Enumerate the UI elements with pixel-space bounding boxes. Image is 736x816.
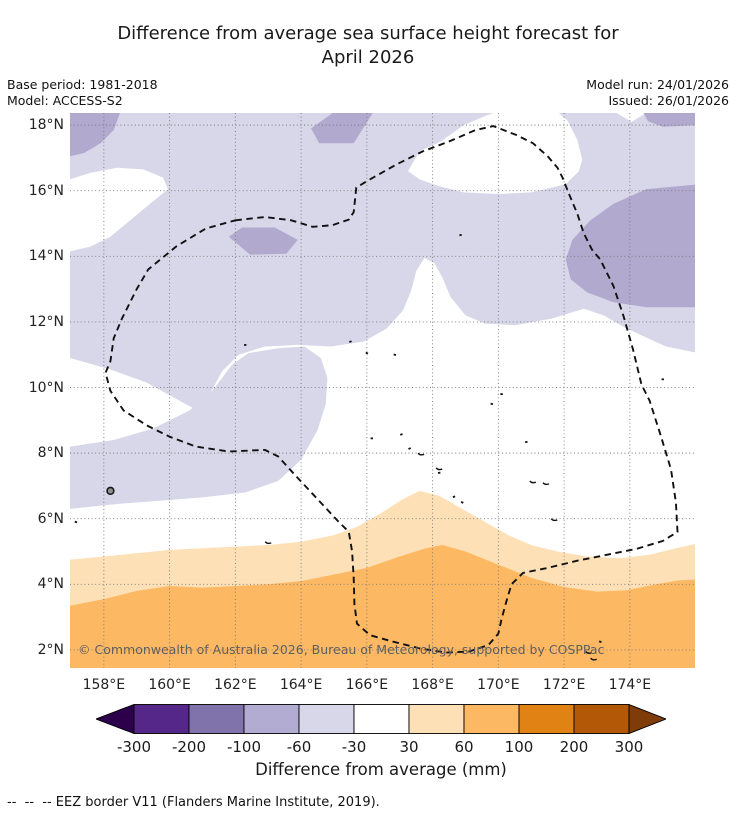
issued-label: Issued: 26/01/2026	[608, 93, 730, 108]
island-mark	[264, 541, 272, 545]
x-tick-label: 174°E	[608, 677, 652, 693]
colorbar-tick-label: -30	[341, 738, 367, 756]
contour-region-anomaly-neg60-topright	[643, 113, 695, 127]
contour-region-near-average-top-notch	[616, 113, 647, 122]
figure-title-line1: Difference from average sea surface heig…	[117, 23, 619, 44]
colorbar-caption: Difference from average (mm)	[255, 760, 507, 779]
sea-surface-height-map: © Commonwealth of Australia 2026, Bureau…	[70, 113, 695, 668]
island-mark	[529, 480, 537, 484]
forecast-map: © Commonwealth of Australia 2026, Bureau…	[70, 113, 695, 668]
island-mark	[459, 233, 462, 237]
y-tick-label: 16°N	[28, 182, 64, 199]
contour-region-near-average-crescent	[70, 167, 168, 252]
island-mark	[598, 640, 602, 643]
colorbar-cell	[573, 704, 630, 734]
island-mark	[460, 500, 464, 504]
x-tick-label: 170°E	[477, 677, 520, 693]
colorbar-cell	[243, 704, 300, 734]
y-tick-label: 4°N	[37, 576, 64, 593]
figure-title-line2: April 2026	[321, 47, 415, 68]
y-tick-label: 12°N	[28, 313, 64, 330]
x-tick-label: 164°E	[279, 677, 323, 693]
island-mark	[399, 433, 403, 436]
colorbar-tick-label: 200	[559, 738, 589, 756]
island-mark	[590, 657, 597, 661]
y-tick-label: 8°N	[37, 445, 64, 462]
colorbar-cell	[188, 704, 245, 734]
island-mark	[585, 651, 592, 654]
island-mark	[500, 393, 503, 396]
figure-title: Difference from average sea surface heig…	[0, 22, 736, 70]
copyright-text: © Commonwealth of Australia 2026, Bureau…	[78, 642, 604, 657]
island-mark	[490, 402, 494, 406]
colorbar-scale	[94, 703, 668, 735]
contour-region-anomaly-neg30-southband	[70, 346, 328, 509]
y-tick-label: 10°N	[28, 379, 64, 396]
contour-region-anomaly-neg60-topcenter	[311, 113, 373, 144]
colorbar-right-arrow	[628, 703, 668, 735]
x-tick-label: 168°E	[411, 677, 454, 693]
island-mark	[408, 447, 412, 450]
island-mark	[452, 495, 456, 499]
y-tick-label: 6°N	[37, 510, 64, 527]
colorbar-tick-label: 300	[614, 738, 644, 756]
colorbar-cell	[298, 704, 355, 734]
colorbar	[94, 703, 668, 735]
eez-border-line	[104, 125, 679, 654]
island-mark	[106, 486, 115, 496]
colorbar-tick-label: -60	[286, 738, 312, 756]
island-mark	[524, 440, 528, 444]
island-mark	[437, 471, 441, 474]
model-run-label: Model run: 24/01/2026	[586, 77, 729, 92]
island-mark	[348, 340, 352, 343]
y-tick-label: 18°N	[28, 117, 64, 134]
colorbar-tick-label: 30	[399, 738, 419, 756]
colorbar-tick-label: 100	[504, 738, 534, 756]
x-tick-label: 160°E	[148, 677, 191, 693]
island-mark	[542, 482, 550, 486]
island-mark	[365, 351, 369, 355]
island-mark	[370, 437, 374, 440]
island-mark	[550, 518, 558, 522]
base-period-label: Base period: 1981-2018	[7, 77, 158, 92]
y-tick-label: 14°N	[28, 248, 64, 265]
colorbar-tick-label: -100	[226, 738, 262, 756]
colorbar-cell	[408, 704, 465, 734]
x-tick-label: 172°E	[542, 677, 586, 693]
island-mark	[243, 343, 247, 346]
colorbar-cell	[133, 704, 190, 734]
contour-region-anomaly-pos60	[70, 545, 695, 668]
island-mark	[435, 467, 443, 471]
contour-region-anomaly-neg60-east	[565, 184, 695, 308]
island-mark	[74, 520, 78, 524]
colorbar-cell	[463, 704, 520, 734]
contour-region-anomaly-neg60-mid	[228, 227, 298, 255]
x-tick-label: 162°E	[214, 677, 257, 693]
eez-legend: -- -- -- EEZ border V11 (Flanders Marine…	[7, 795, 380, 810]
island-mark	[417, 452, 425, 456]
island-mark	[393, 353, 397, 356]
model-label: Model: ACCESS-S2	[7, 93, 123, 108]
colorbar-cell	[518, 704, 575, 734]
y-tick-label: 2°N	[37, 641, 64, 658]
colorbar-cell	[353, 704, 410, 734]
colorbar-tick-label: -300	[116, 738, 152, 756]
island-mark	[661, 378, 664, 381]
x-tick-label: 166°E	[345, 677, 389, 693]
x-tick-label: 158°E	[82, 677, 126, 693]
contour-region-anomaly-neg60-topleft	[70, 113, 120, 157]
contour-region-near-average-north-blob	[408, 113, 583, 194]
colorbar-tick-label: 60	[454, 738, 474, 756]
colorbar-left-arrow	[94, 703, 135, 735]
colorbar-tick-label: -200	[171, 738, 207, 756]
